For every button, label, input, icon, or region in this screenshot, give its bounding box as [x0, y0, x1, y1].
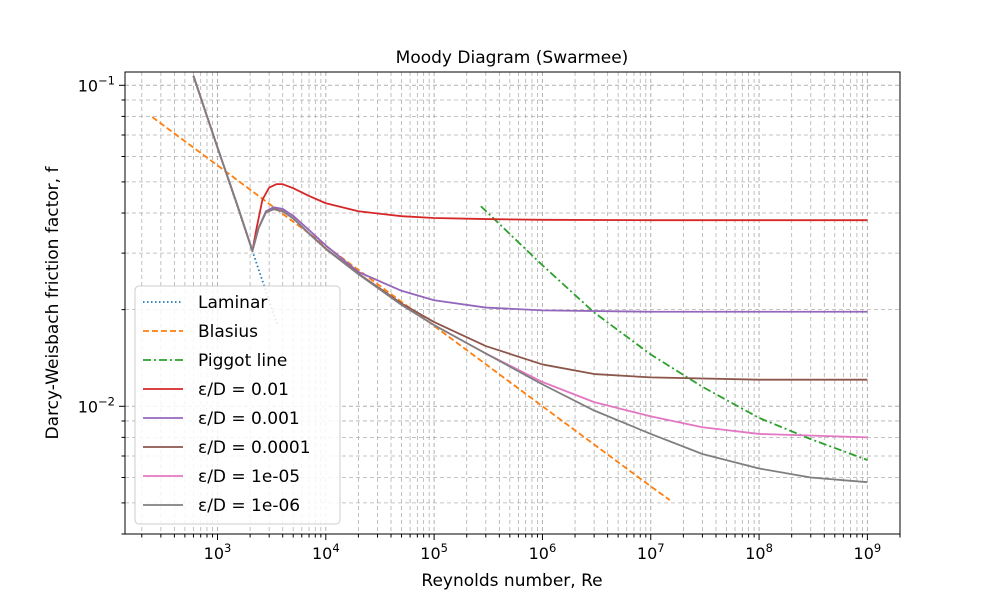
legend-label-1: Blasius — [198, 322, 258, 342]
series-group — [151, 75, 868, 501]
series-line-2 — [480, 205, 868, 461]
legend: Laminar Blasius Piggot line ε/D = 0.01 ε/D =… — [134, 285, 341, 525]
x-tick-label: 107 — [637, 541, 665, 563]
ticks: 103 104 105 106 107 108 109 10−1 10−2 — [78, 73, 901, 563]
legend-label-4: ε/D = 0.001 — [198, 409, 300, 429]
legend-label-5: ε/D = 0.0001 — [198, 438, 311, 458]
y-tick-label: 10−1 — [78, 73, 115, 95]
y-tick-label: 10−2 — [78, 394, 115, 416]
legend-label-0: Laminar — [198, 293, 267, 313]
x-tick-label: 105 — [420, 541, 448, 563]
x-tick-label: 106 — [529, 541, 557, 563]
x-tick-label: 108 — [745, 541, 773, 563]
legend-label-7: ε/D = 1e-06 — [198, 496, 300, 516]
x-tick-label: 109 — [854, 541, 882, 563]
x-axis-label: Reynolds number, Re — [421, 571, 602, 591]
series-line-1 — [151, 116, 671, 501]
legend-label-3: ε/D = 0.01 — [198, 380, 289, 400]
legend-box — [134, 285, 341, 525]
series-line-7 — [192, 75, 868, 484]
legend-label-6: ε/D = 1e-05 — [198, 467, 300, 487]
x-tick-label: 103 — [204, 541, 232, 563]
x-tick-label: 104 — [312, 541, 340, 563]
plot-frame — [124, 71, 901, 535]
y-axis-label: Darcy-Weisbach friction factor, f — [43, 166, 63, 440]
legend-label-2: Piggot line — [198, 351, 287, 371]
chart-title: Moody Diagram (Swarmee) — [396, 48, 629, 68]
